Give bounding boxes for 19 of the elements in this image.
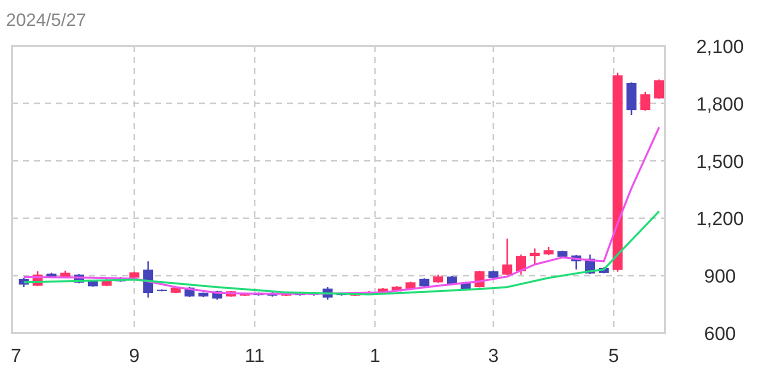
x-tick-label: 9 (129, 346, 140, 367)
x-tick-label: 7 (10, 346, 22, 367)
candlestick (530, 248, 540, 266)
candlestick (640, 91, 650, 112)
x-tick-label: 5 (608, 346, 619, 367)
y-tick-label: 900 (704, 266, 736, 288)
candlestick (654, 78, 664, 100)
chart-title: 2024/5/27 (6, 10, 86, 30)
x-tick-label: 3 (488, 346, 499, 367)
y-tick-label: 1,200 (696, 209, 744, 230)
y-tick-label: 1,800 (696, 94, 744, 116)
x-tick-label: 1 (370, 346, 380, 367)
y-tick-label: 1,500 (696, 152, 744, 173)
candlestick (516, 254, 526, 276)
y-tick-label: 2,100 (696, 37, 744, 58)
y-tick-label: 600 (704, 324, 736, 345)
candlestick (502, 238, 512, 276)
x-tick-label: 11 (244, 346, 265, 367)
line-series (22, 126, 660, 295)
